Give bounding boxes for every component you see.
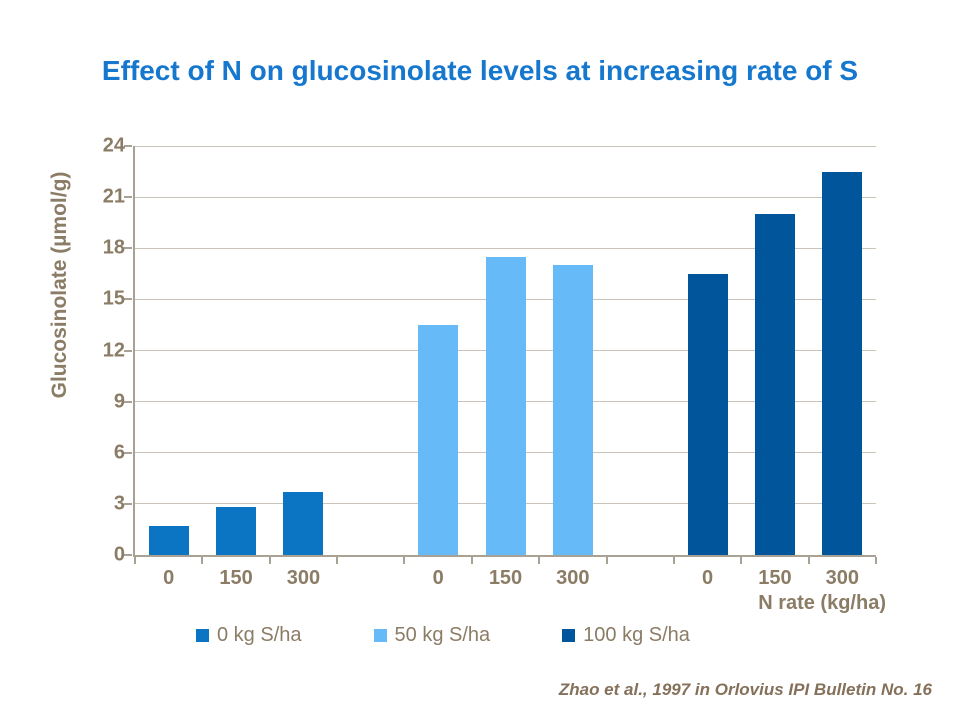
legend-label: 100 kg S/ha <box>583 624 690 646</box>
bar <box>283 491 324 555</box>
y-tick-label: 21 <box>102 185 125 208</box>
y-tick-label: 0 <box>113 543 125 566</box>
y-axis-tick <box>124 502 132 505</box>
plot-area: 0 3 6 9 12 15 18 21 24 0 150 300 0 150 300 0 150 300 <box>103 135 877 589</box>
y-axis-title: Glucosinolate (µmol/g) <box>48 171 71 399</box>
y-tick-label: 18 <box>102 236 125 259</box>
x-axis-tick <box>740 557 743 564</box>
legend-item: 0 kg S/ha <box>196 624 302 647</box>
gridline <box>135 247 876 249</box>
legend-swatch-series3 <box>562 629 576 642</box>
y-axis-tick <box>124 349 132 352</box>
x-axis-title: N rate (kg/ha) <box>758 592 886 614</box>
y-tick-label: 24 <box>102 134 125 157</box>
bar <box>687 273 728 555</box>
gridline <box>135 196 876 198</box>
x-axis-tick <box>268 557 271 564</box>
x-axis-tick <box>875 557 877 564</box>
x-tick-label: 0 <box>163 567 175 589</box>
legend-swatch-series1 <box>196 629 209 642</box>
x-axis-tick <box>336 557 339 564</box>
legend: 0 kg S/ha 50 kg S/ha 100 kg S/ha <box>196 624 690 647</box>
bar <box>216 507 257 555</box>
legend-item: 50 kg S/ha <box>373 624 491 647</box>
bar <box>552 265 593 555</box>
y-tick-label: 15 <box>102 287 125 310</box>
chart-title: Effect of N on glucosinolate levels at i… <box>101 55 859 86</box>
bar <box>418 324 459 555</box>
y-axis-tick <box>124 247 132 250</box>
bar <box>754 214 795 555</box>
x-tick-label: 0 <box>702 567 714 589</box>
x-tick-label: 0 <box>432 567 444 589</box>
x-tick-label: 300 <box>825 567 859 589</box>
bar <box>485 256 526 555</box>
y-tick-label: 12 <box>102 339 125 361</box>
x-axis-tick <box>201 557 204 564</box>
legend-swatch-series2 <box>373 629 387 642</box>
x-axis-tick <box>403 557 406 564</box>
x-axis-tick <box>134 557 136 564</box>
bar <box>822 171 863 555</box>
y-axis-tick <box>124 298 132 301</box>
x-tick-label: 150 <box>219 567 253 589</box>
x-axis-tick <box>470 557 473 564</box>
gridline <box>135 145 876 147</box>
x-axis-tick <box>605 557 608 564</box>
y-tick-label: 3 <box>113 492 125 515</box>
y-tick-label: 9 <box>113 390 125 413</box>
x-tick-label: 150 <box>488 567 523 589</box>
bar <box>148 526 189 555</box>
x-axis-tick <box>672 557 675 564</box>
x-tick-label: 300 <box>556 567 590 589</box>
x-axis-tick <box>807 557 810 564</box>
x-tick-label: 150 <box>758 567 792 589</box>
y-axis-tick <box>124 145 132 147</box>
y-axis-tick <box>124 554 132 556</box>
legend-label: 0 kg S/ha <box>217 624 302 646</box>
x-axis-tick <box>538 557 541 564</box>
y-axis-tick <box>124 400 132 403</box>
legend-label: 50 kg S/ha <box>394 624 491 646</box>
y-axis-tick <box>124 451 132 454</box>
citation: Zhao et al., 1997 in Orlovius IPI Bullet… <box>558 680 932 699</box>
legend-item: 100 kg S/ha <box>562 624 690 647</box>
y-axis-tick <box>124 196 132 199</box>
x-tick-label: 300 <box>286 567 321 589</box>
y-tick-label: 6 <box>113 441 125 464</box>
